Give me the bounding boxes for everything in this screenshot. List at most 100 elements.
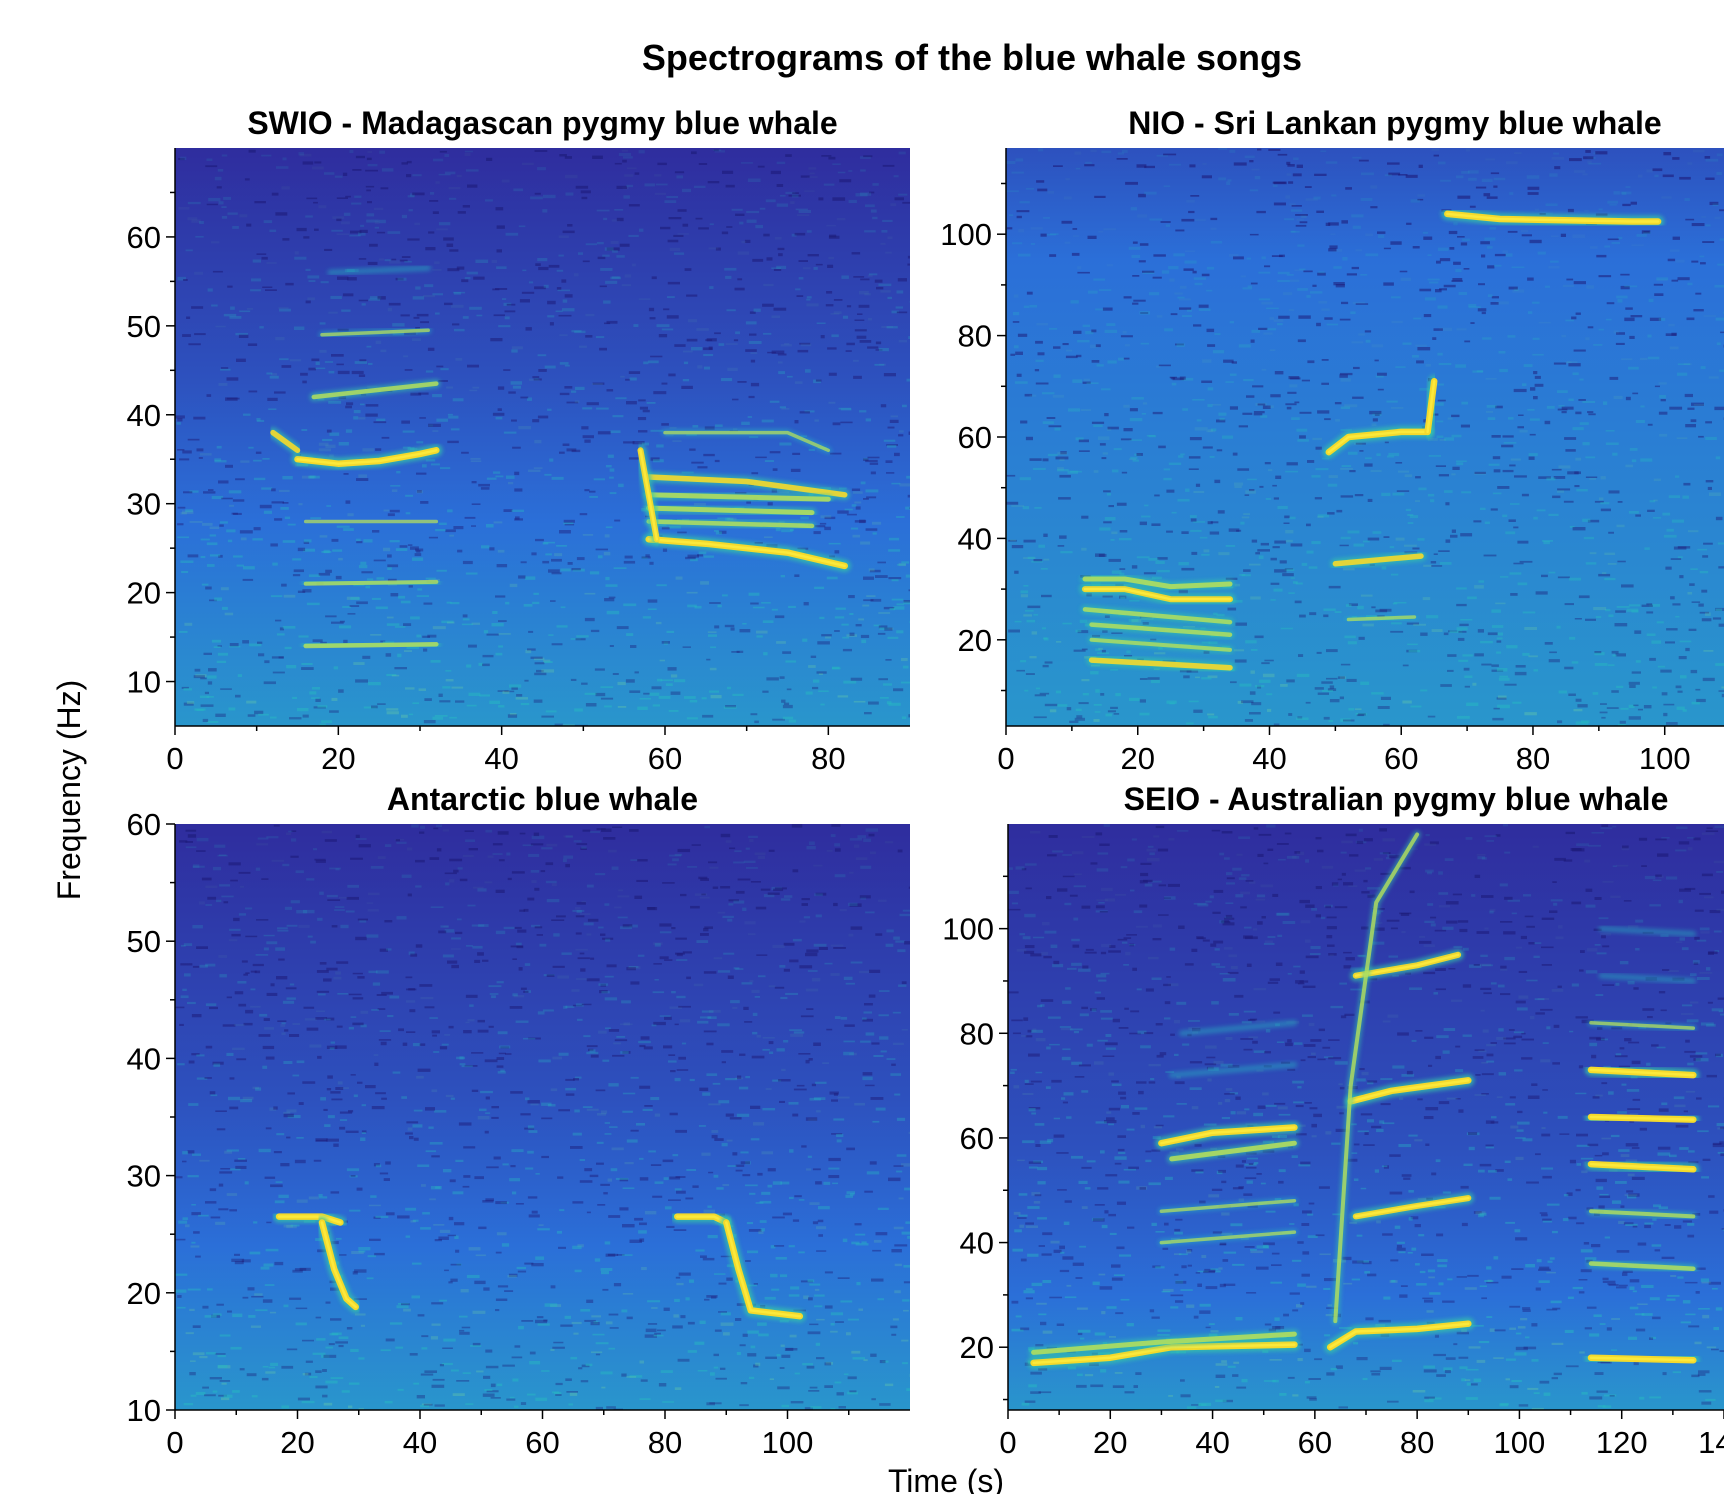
call-contour-16 xyxy=(1587,1019,1697,1032)
spectrogram-area xyxy=(1008,824,1724,1410)
call-contour-4 xyxy=(327,265,432,276)
x-tick-label: 0 xyxy=(166,741,183,776)
y-tick-label: 80 xyxy=(960,1016,994,1051)
call-contour-8 xyxy=(267,427,303,456)
call-contour-1 xyxy=(1441,207,1665,228)
call-contour-7 xyxy=(301,640,441,651)
call-contour-6 xyxy=(1344,1074,1475,1108)
x-tick-label: 140 xyxy=(1698,1425,1724,1460)
y-axis-label: Frequency (Hz) xyxy=(51,680,87,901)
y-tick-label: 20 xyxy=(127,1276,161,1311)
call-contour-20 xyxy=(1158,1197,1298,1215)
call-contour-15 xyxy=(1587,1207,1698,1221)
panel-title: SWIO - Madagascan pygmy blue whale xyxy=(247,105,837,141)
call-contour-1 xyxy=(1027,1338,1301,1369)
y-tick-label: 60 xyxy=(127,220,161,255)
panel-seio: 0 20 40 60 80 100 120 140 20 40 60 80 100 SEIO - Aust… xyxy=(942,781,1724,1460)
x-tick-label: 40 xyxy=(1252,741,1286,776)
call-contour-2 xyxy=(1028,1329,1300,1358)
y-tick-label: 60 xyxy=(960,1121,994,1156)
x-tick-label: 60 xyxy=(648,741,682,776)
panel-nio: 0 20 40 60 80 100 20 40 60 80 100 NIO - Sri Lankan … xyxy=(940,105,1724,776)
y-tick-label: 20 xyxy=(127,576,161,611)
y-tick-label: 10 xyxy=(127,1393,161,1428)
call-contour-13 xyxy=(644,517,817,531)
y-tick-label: 40 xyxy=(127,1041,161,1076)
call-contour-12 xyxy=(1585,1158,1700,1176)
call-contour-11 xyxy=(644,490,833,504)
call-contour-18 xyxy=(1598,925,1697,937)
spectrogram-noise xyxy=(175,824,910,1410)
panel-title: NIO - Sri Lankan pygmy blue whale xyxy=(1128,105,1661,141)
call-contour-3 xyxy=(1324,1317,1475,1354)
call-contour-10 xyxy=(1087,620,1235,639)
figure-title: Spectrograms of the blue whale songs xyxy=(642,37,1302,78)
call-contour-14 xyxy=(661,429,832,454)
call-contour-21 xyxy=(1168,1061,1298,1078)
call-contour-6 xyxy=(1345,613,1418,623)
x-tick-label: 80 xyxy=(811,741,845,776)
call-contour-8 xyxy=(1080,574,1235,592)
call-contour-10 xyxy=(1585,1351,1700,1367)
x-tick-label: 100 xyxy=(1494,1425,1546,1460)
y-tick-label: 40 xyxy=(958,521,992,556)
x-tick-label: 20 xyxy=(1093,1425,1127,1460)
x-tick-label: 40 xyxy=(403,1425,437,1460)
x-tick-label: 20 xyxy=(321,741,355,776)
y-tick-label: 40 xyxy=(960,1226,994,1261)
call-contour-5 xyxy=(1167,1138,1300,1164)
call-contour-4 xyxy=(720,1216,806,1323)
call-contour-3 xyxy=(318,326,432,339)
x-tick-label: 80 xyxy=(648,1425,682,1460)
call-contour-12 xyxy=(644,503,817,518)
x-tick-label: 100 xyxy=(762,1425,814,1460)
call-contour-7 xyxy=(1350,1192,1474,1222)
y-tick-label: 50 xyxy=(127,309,161,344)
call-contour-3 xyxy=(671,1210,733,1229)
x-tick-label: 120 xyxy=(1596,1425,1648,1460)
x-tick-label: 20 xyxy=(280,1425,314,1460)
call-contour-22 xyxy=(1179,1019,1298,1037)
spectrogram-area xyxy=(175,148,910,726)
call-contour-11 xyxy=(1586,1259,1698,1273)
call-contour-5 xyxy=(1330,550,1427,569)
y-tick-label: 10 xyxy=(127,665,161,700)
call-contour-17 xyxy=(1598,972,1697,984)
x-axis-label: Time (s) xyxy=(888,1463,1004,1494)
y-tick-label: 30 xyxy=(127,487,161,522)
call-contour-10 xyxy=(643,471,850,500)
y-tick-label: 50 xyxy=(127,924,161,959)
call-contour-12 xyxy=(1086,654,1236,673)
x-tick-label: 40 xyxy=(484,741,518,776)
x-tick-label: 100 xyxy=(1639,741,1691,776)
x-tick-label: 60 xyxy=(525,1425,559,1460)
x-tick-label: 80 xyxy=(1516,741,1550,776)
y-tick-label: 100 xyxy=(940,217,992,252)
y-tick-label: 60 xyxy=(127,807,161,842)
panel-antarctic: 0 20 40 60 80 100 10 20 30 40 50 60 Antarctic blue w… xyxy=(127,781,910,1460)
call-contour-7 xyxy=(1079,583,1236,605)
x-tick-label: 20 xyxy=(1121,741,1155,776)
panel-swio: 0 20 40 60 80 10 20 30 40 50 60 SWIO - Madagascan p… xyxy=(127,105,910,776)
x-tick-label: 80 xyxy=(1400,1425,1434,1460)
call-contour-4 xyxy=(1155,1121,1301,1150)
call-contour-4 xyxy=(1421,375,1441,438)
y-tick-label: 20 xyxy=(958,623,992,658)
call-contour-14 xyxy=(1585,1063,1700,1082)
x-tick-label: 60 xyxy=(1384,741,1418,776)
call-contour-8 xyxy=(1350,949,1464,982)
spectrogram-noise xyxy=(1008,824,1724,1410)
panel-title: Antarctic blue whale xyxy=(387,781,698,817)
y-tick-label: 30 xyxy=(127,1159,161,1194)
y-tick-label: 100 xyxy=(942,912,994,947)
call-contour-9 xyxy=(1080,605,1235,627)
y-tick-label: 20 xyxy=(960,1330,994,1365)
y-tick-label: 80 xyxy=(958,319,992,354)
panel-title: SEIO - Australian pygmy blue whale xyxy=(1124,781,1669,817)
x-tick-label: 0 xyxy=(166,1425,183,1460)
x-tick-label: 0 xyxy=(997,741,1014,776)
call-contour-1 xyxy=(291,444,443,470)
call-contour-3 xyxy=(1322,425,1434,459)
call-contour-13 xyxy=(1585,1111,1700,1126)
